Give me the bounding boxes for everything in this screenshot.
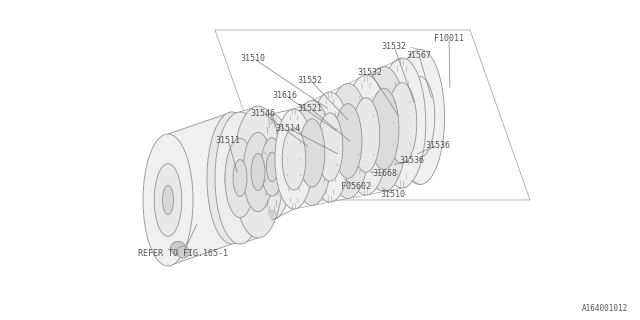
Text: 31511: 31511 bbox=[216, 135, 241, 145]
Ellipse shape bbox=[233, 160, 247, 196]
Text: 31521: 31521 bbox=[298, 103, 323, 113]
Ellipse shape bbox=[170, 241, 186, 255]
Text: 31510: 31510 bbox=[381, 189, 406, 198]
Ellipse shape bbox=[317, 113, 343, 181]
Text: 31532: 31532 bbox=[358, 68, 383, 76]
Text: 31616: 31616 bbox=[273, 91, 298, 100]
Text: A164001012: A164001012 bbox=[582, 304, 628, 313]
Text: 31514: 31514 bbox=[275, 124, 301, 132]
Ellipse shape bbox=[278, 140, 294, 184]
Ellipse shape bbox=[266, 152, 278, 182]
Ellipse shape bbox=[326, 84, 369, 198]
Ellipse shape bbox=[225, 160, 239, 196]
Ellipse shape bbox=[163, 186, 173, 214]
Ellipse shape bbox=[218, 142, 246, 214]
Ellipse shape bbox=[154, 164, 182, 236]
Ellipse shape bbox=[143, 134, 193, 266]
Ellipse shape bbox=[396, 50, 445, 185]
Text: 31536: 31536 bbox=[426, 140, 451, 149]
Ellipse shape bbox=[352, 98, 380, 172]
Ellipse shape bbox=[225, 139, 255, 218]
Ellipse shape bbox=[252, 114, 292, 220]
Ellipse shape bbox=[309, 92, 351, 202]
Ellipse shape bbox=[233, 106, 283, 238]
Text: 31552: 31552 bbox=[298, 76, 323, 84]
Ellipse shape bbox=[299, 119, 325, 187]
Ellipse shape bbox=[261, 138, 283, 196]
Ellipse shape bbox=[344, 75, 388, 195]
Ellipse shape bbox=[369, 88, 399, 170]
Text: 31532: 31532 bbox=[381, 42, 406, 51]
Ellipse shape bbox=[243, 132, 273, 212]
Ellipse shape bbox=[334, 104, 362, 178]
Ellipse shape bbox=[387, 83, 417, 163]
Ellipse shape bbox=[177, 246, 189, 258]
Polygon shape bbox=[240, 106, 258, 244]
Ellipse shape bbox=[207, 112, 257, 244]
Text: 31668: 31668 bbox=[372, 169, 397, 178]
Ellipse shape bbox=[378, 58, 426, 188]
Text: 31567: 31567 bbox=[406, 51, 431, 60]
Text: 31536: 31536 bbox=[399, 156, 424, 164]
Ellipse shape bbox=[275, 109, 313, 209]
Ellipse shape bbox=[282, 128, 306, 190]
Text: F05602: F05602 bbox=[341, 181, 371, 190]
Ellipse shape bbox=[292, 100, 332, 205]
Ellipse shape bbox=[215, 112, 265, 244]
Text: 31546: 31546 bbox=[250, 108, 275, 117]
Text: F10011: F10011 bbox=[434, 34, 464, 43]
Ellipse shape bbox=[361, 67, 407, 191]
Text: 31510: 31510 bbox=[241, 53, 266, 62]
Ellipse shape bbox=[251, 154, 265, 190]
Polygon shape bbox=[168, 112, 232, 266]
Text: REFER TO FIG.165-1: REFER TO FIG.165-1 bbox=[138, 249, 228, 258]
